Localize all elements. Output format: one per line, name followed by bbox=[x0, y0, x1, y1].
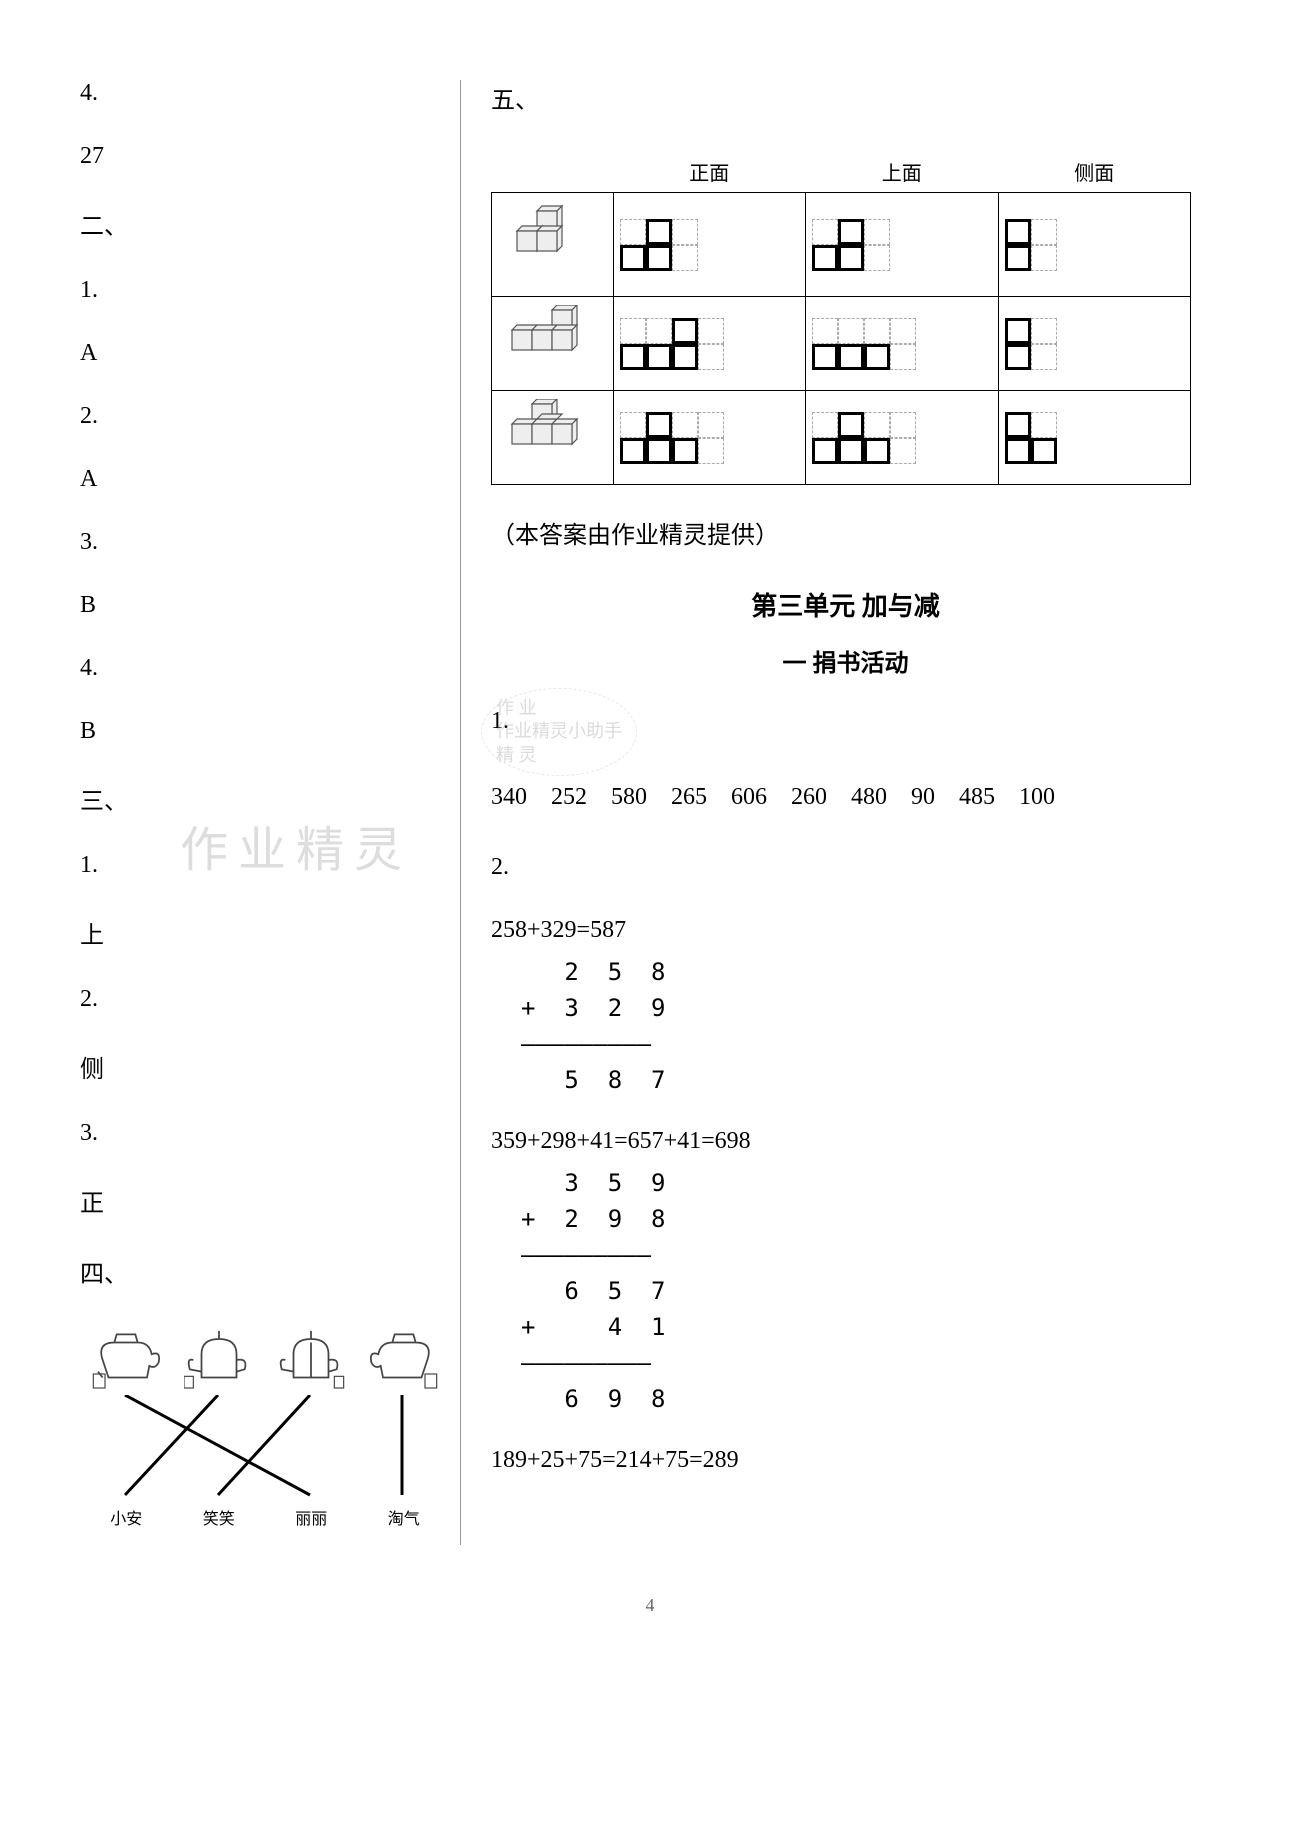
match-lines-icon bbox=[80, 1395, 450, 1505]
ans-item: 侧 bbox=[80, 1049, 440, 1084]
match-name: 丽丽 bbox=[295, 1505, 327, 1529]
ans-item: 二、 bbox=[80, 206, 440, 241]
teapot-icon bbox=[369, 1325, 439, 1395]
th-side: 侧面 bbox=[998, 151, 1191, 193]
subtitle: 一 捐书活动 bbox=[491, 643, 1200, 678]
table-row bbox=[492, 193, 1191, 297]
match-name: 淘气 bbox=[388, 1505, 420, 1529]
teapot-icon bbox=[276, 1325, 346, 1395]
ans-item: 3. bbox=[80, 529, 440, 556]
ans-item: B bbox=[80, 718, 440, 745]
number-list: 340 252 580 265 606 260 480 90 485 100 bbox=[491, 771, 1200, 824]
vertical-calc: 2 5 8 + 3 2 9 ————————— 5 8 7 bbox=[521, 954, 1200, 1098]
th-front: 正面 bbox=[613, 151, 805, 193]
teapot-icon bbox=[184, 1325, 254, 1395]
credit-note: （本答案由作业精灵提供） bbox=[491, 515, 1200, 550]
ans-item: 上 bbox=[80, 915, 440, 950]
ans-item: 1. bbox=[80, 277, 440, 304]
solid-icon bbox=[502, 305, 602, 375]
ans-item: 三、 bbox=[80, 781, 440, 816]
ans-item: 27 bbox=[80, 143, 440, 170]
ans-item: 3. bbox=[80, 1120, 440, 1147]
matching-diagram: 小安 笑笑 丽丽 淘气 bbox=[80, 1325, 450, 1545]
ans-item: B bbox=[80, 592, 440, 619]
section-label: 五、 bbox=[491, 80, 1200, 115]
ans-item: A bbox=[80, 340, 440, 367]
equation: 359+298+41=657+41=698 bbox=[491, 1128, 1200, 1155]
equation: 258+329=587 bbox=[491, 917, 1200, 944]
table-row bbox=[492, 297, 1191, 391]
ans-item: 2. bbox=[80, 403, 440, 430]
page-number: 4 bbox=[0, 1595, 1300, 1616]
left-column: 4. 27 二、 1. A 2. A 3. B 4. B 三、 1. 上 2. … bbox=[80, 80, 460, 1545]
ans-item: 正 bbox=[80, 1183, 440, 1218]
right-column: 五、 正面 上面 侧面 bbox=[460, 80, 1200, 1545]
ans-item: 四、 bbox=[80, 1254, 440, 1289]
unit-title: 第三单元 加与减 bbox=[491, 586, 1200, 623]
th-blank bbox=[492, 151, 614, 193]
match-name: 笑笑 bbox=[203, 1505, 235, 1529]
match-name: 小安 bbox=[110, 1505, 142, 1529]
ans-item: A bbox=[80, 466, 440, 493]
ans-item: 2. bbox=[80, 986, 440, 1013]
teapot-icon bbox=[91, 1325, 161, 1395]
table-row bbox=[492, 391, 1191, 485]
ans-item: 4. bbox=[80, 655, 440, 682]
ans-item: 4. bbox=[80, 80, 440, 107]
vertical-calc: 3 5 9 + 2 9 8 ————————— 6 5 7 + 4 1 ————… bbox=[521, 1165, 1200, 1417]
q-label: 1. bbox=[491, 708, 1200, 735]
equation: 189+25+75=214+75=289 bbox=[491, 1447, 1200, 1474]
views-table: 正面 上面 侧面 bbox=[491, 151, 1191, 485]
q-label: 2. bbox=[491, 854, 1200, 881]
ans-item: 1. bbox=[80, 852, 440, 879]
solid-icon bbox=[502, 399, 602, 469]
solid-icon bbox=[507, 201, 597, 281]
th-top: 上面 bbox=[806, 151, 998, 193]
